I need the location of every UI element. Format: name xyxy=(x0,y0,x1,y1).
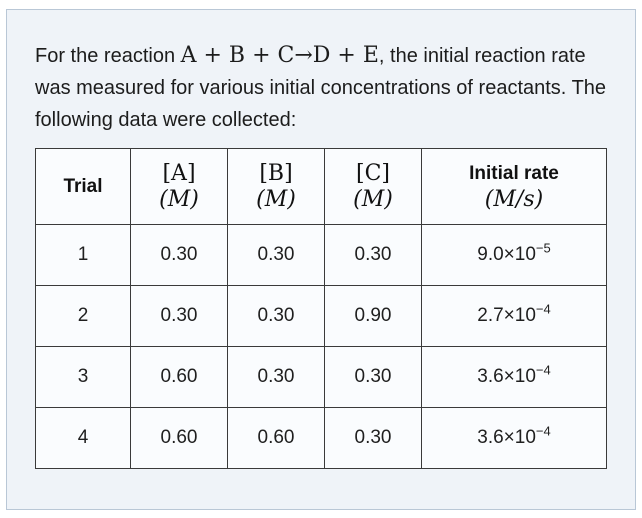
rate-exponent: −4 xyxy=(535,362,551,378)
header-concentration-a: [A] (M) xyxy=(130,148,228,225)
cell-concentration-a: 0.30 xyxy=(130,285,228,347)
reaction-equation: A + B + C→D + E xyxy=(180,43,379,68)
header-a-symbol: [A] xyxy=(162,160,196,186)
rate-mantissa: 2.7×10 xyxy=(477,305,536,326)
rate-mantissa: 9.0×10 xyxy=(477,244,536,265)
cell-concentration-c: 0.90 xyxy=(324,285,422,347)
header-concentration-c: [C] (M) xyxy=(324,148,422,225)
rate-exponent: −4 xyxy=(535,423,551,439)
table-header-row: Trial [A] (M) [B] (M) [C] (M) Initial ra… xyxy=(35,148,607,225)
table-row: 4 0.60 0.60 0.30 3.6×10−4 xyxy=(35,407,607,469)
cell-initial-rate: 9.0×10−5 xyxy=(421,224,607,286)
intro-text-2: , the initial reaction rate was measured… xyxy=(35,45,607,131)
cell-initial-rate: 2.7×10−4 xyxy=(421,285,607,347)
header-c-symbol: [C] xyxy=(356,160,390,186)
cell-trial: 3 xyxy=(35,346,131,408)
table-row: 2 0.30 0.30 0.90 2.7×10−4 xyxy=(35,285,607,347)
header-rate-unit: (M/s) xyxy=(484,186,544,212)
cell-trial: 1 xyxy=(35,224,131,286)
table-row: 3 0.60 0.30 0.30 3.6×10−4 xyxy=(35,346,607,408)
cell-initial-rate: 3.6×10−4 xyxy=(421,346,607,408)
cell-concentration-c: 0.30 xyxy=(324,224,422,286)
problem-statement: For the reaction A + B + C→D + E, the in… xyxy=(35,40,607,136)
header-initial-rate: Initial rate (M/s) xyxy=(421,148,607,225)
cell-trial: 2 xyxy=(35,285,131,347)
cell-concentration-b: 0.60 xyxy=(227,407,325,469)
cell-concentration-b: 0.30 xyxy=(227,285,325,347)
header-c-unit: (M) xyxy=(353,186,393,212)
header-trial-label: Trial xyxy=(63,175,103,197)
cell-trial: 4 xyxy=(35,407,131,469)
rate-mantissa: 3.6×10 xyxy=(477,427,536,448)
cell-concentration-b: 0.30 xyxy=(227,346,325,408)
rate-exponent: −4 xyxy=(535,301,551,317)
header-b-unit: (M) xyxy=(256,186,296,212)
cell-concentration-a: 0.60 xyxy=(130,346,228,408)
header-trial: Trial xyxy=(35,148,131,225)
header-rate-label: Initial rate xyxy=(469,162,559,184)
header-concentration-b: [B] (M) xyxy=(227,148,325,225)
rate-data-table: Trial [A] (M) [B] (M) [C] (M) Initial ra… xyxy=(35,148,607,469)
header-b-symbol: [B] xyxy=(259,160,293,186)
cell-concentration-a: 0.30 xyxy=(130,224,228,286)
cell-initial-rate: 3.6×10−4 xyxy=(421,407,607,469)
rate-mantissa: 3.6×10 xyxy=(477,366,536,387)
intro-text-1: For the reaction xyxy=(35,45,181,67)
cell-concentration-c: 0.30 xyxy=(324,346,422,408)
header-a-unit: (M) xyxy=(159,186,199,212)
cell-concentration-c: 0.30 xyxy=(324,407,422,469)
table-row: 1 0.30 0.30 0.30 9.0×10−5 xyxy=(35,224,607,286)
rate-exponent: −5 xyxy=(535,240,551,256)
cell-concentration-b: 0.30 xyxy=(227,224,325,286)
problem-card: For the reaction A + B + C→D + E, the in… xyxy=(6,9,636,510)
cell-concentration-a: 0.60 xyxy=(130,407,228,469)
